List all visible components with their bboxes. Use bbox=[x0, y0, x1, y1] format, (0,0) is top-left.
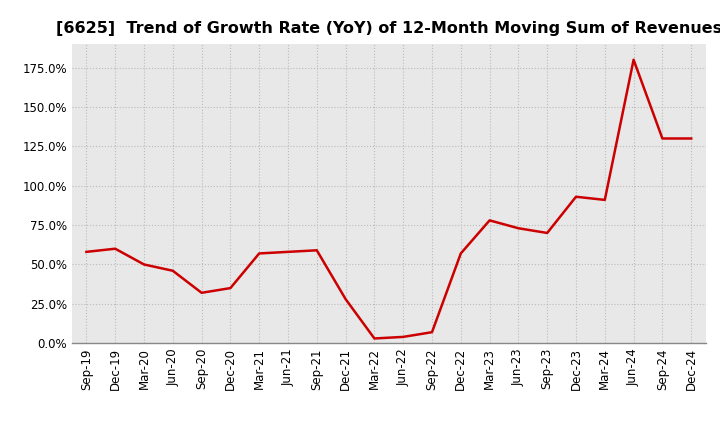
Title: [6625]  Trend of Growth Rate (YoY) of 12-Month Moving Sum of Revenues: [6625] Trend of Growth Rate (YoY) of 12-… bbox=[55, 21, 720, 36]
